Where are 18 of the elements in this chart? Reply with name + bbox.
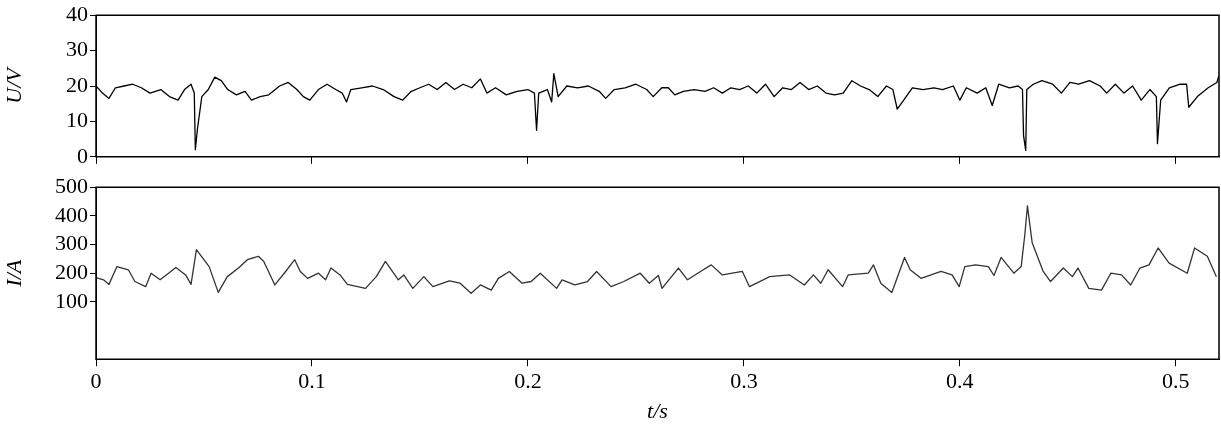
y-tick-label: 500 — [55, 172, 88, 198]
y-tick-label: 0 — [77, 142, 88, 168]
y-tick-label: 300 — [55, 230, 88, 256]
y-axis-title: I/A — [0, 259, 26, 288]
y-axis-title: U/V — [0, 65, 26, 104]
x-tick-label: 0.4 — [946, 368, 974, 394]
x-tick-label: 0.5 — [1162, 368, 1190, 394]
y-tick-label: 200 — [55, 258, 88, 284]
y-tick-label: 30 — [66, 36, 88, 62]
x-tick-label: 0.3 — [730, 368, 758, 394]
y-tick-label: 20 — [66, 71, 88, 97]
x-axis-title: t/s — [647, 397, 668, 423]
y-tick-label: 400 — [55, 201, 88, 227]
x-tick-label: 0.1 — [298, 368, 326, 394]
y-tick-label: 10 — [66, 107, 88, 133]
y-tick-label: 40 — [66, 0, 88, 26]
y-tick-label: 100 — [55, 287, 88, 313]
x-tick-label: 0.2 — [514, 368, 542, 394]
